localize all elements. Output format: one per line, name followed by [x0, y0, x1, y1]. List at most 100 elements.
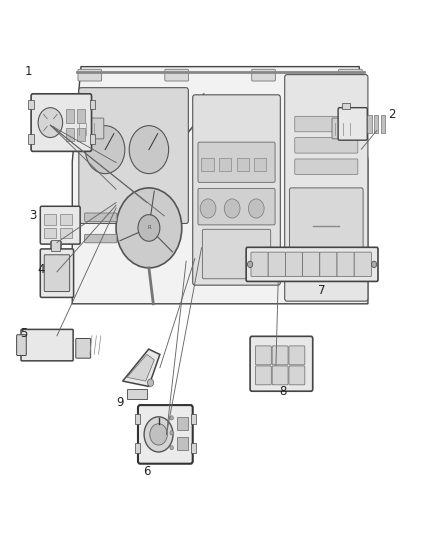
FancyBboxPatch shape — [272, 366, 288, 385]
FancyBboxPatch shape — [250, 336, 313, 391]
Text: 1: 1 — [25, 66, 32, 78]
FancyBboxPatch shape — [255, 366, 271, 385]
Circle shape — [248, 199, 264, 218]
FancyBboxPatch shape — [40, 206, 80, 244]
FancyBboxPatch shape — [246, 247, 378, 281]
FancyBboxPatch shape — [290, 188, 363, 263]
Bar — [44, 228, 56, 238]
FancyBboxPatch shape — [198, 188, 275, 225]
Text: 7: 7 — [318, 284, 326, 297]
FancyBboxPatch shape — [337, 252, 354, 277]
FancyBboxPatch shape — [354, 252, 371, 277]
Circle shape — [170, 446, 173, 450]
FancyBboxPatch shape — [21, 329, 73, 361]
FancyBboxPatch shape — [85, 235, 117, 243]
Bar — [254, 158, 266, 172]
Polygon shape — [72, 67, 368, 304]
Bar — [342, 103, 350, 109]
Text: 4: 4 — [38, 263, 46, 276]
FancyBboxPatch shape — [255, 346, 271, 365]
Bar — [51, 240, 60, 251]
Text: 3: 3 — [29, 209, 36, 222]
Bar — [191, 443, 196, 453]
Polygon shape — [127, 354, 154, 381]
Circle shape — [170, 431, 173, 435]
Circle shape — [200, 199, 216, 218]
Bar — [237, 158, 249, 172]
Text: 8: 8 — [279, 385, 286, 398]
Bar — [77, 109, 85, 123]
FancyBboxPatch shape — [198, 142, 275, 182]
Circle shape — [150, 424, 167, 445]
FancyBboxPatch shape — [79, 87, 188, 223]
Bar — [219, 158, 231, 172]
Text: R: R — [147, 225, 151, 230]
FancyBboxPatch shape — [76, 338, 91, 358]
Circle shape — [371, 261, 377, 268]
Circle shape — [116, 188, 182, 268]
Circle shape — [138, 215, 160, 241]
FancyBboxPatch shape — [17, 335, 26, 356]
FancyBboxPatch shape — [338, 108, 367, 140]
Bar — [177, 417, 188, 430]
FancyBboxPatch shape — [138, 405, 193, 464]
FancyBboxPatch shape — [295, 116, 358, 132]
Bar — [201, 158, 214, 172]
Text: 6: 6 — [143, 465, 151, 478]
Bar — [66, 109, 74, 123]
Bar — [28, 134, 34, 144]
FancyBboxPatch shape — [272, 346, 288, 365]
Bar — [127, 389, 148, 399]
Bar — [381, 115, 385, 133]
Circle shape — [170, 416, 173, 420]
Bar — [374, 115, 378, 133]
FancyBboxPatch shape — [320, 252, 337, 277]
Circle shape — [144, 417, 173, 452]
Bar — [60, 214, 72, 225]
FancyBboxPatch shape — [78, 69, 102, 81]
FancyBboxPatch shape — [40, 249, 74, 297]
Bar — [177, 437, 188, 450]
FancyBboxPatch shape — [285, 75, 368, 301]
Polygon shape — [123, 349, 160, 386]
FancyBboxPatch shape — [303, 252, 320, 277]
Bar — [50, 241, 61, 249]
Text: 5: 5 — [21, 327, 28, 340]
Circle shape — [129, 126, 169, 174]
FancyBboxPatch shape — [332, 118, 360, 139]
Bar — [66, 128, 74, 141]
Bar — [90, 100, 95, 109]
Bar — [135, 414, 140, 424]
FancyBboxPatch shape — [31, 94, 92, 151]
FancyBboxPatch shape — [289, 366, 305, 385]
Bar — [44, 214, 56, 225]
Circle shape — [247, 261, 253, 268]
FancyBboxPatch shape — [193, 95, 280, 285]
FancyBboxPatch shape — [268, 252, 286, 277]
FancyBboxPatch shape — [289, 346, 305, 365]
Circle shape — [85, 126, 125, 174]
Bar — [191, 414, 196, 424]
FancyBboxPatch shape — [165, 69, 188, 81]
Circle shape — [148, 379, 154, 386]
FancyBboxPatch shape — [85, 213, 117, 222]
Bar — [60, 228, 72, 238]
FancyBboxPatch shape — [251, 252, 268, 277]
Bar — [28, 100, 34, 109]
FancyBboxPatch shape — [202, 229, 271, 279]
Text: 9: 9 — [117, 396, 124, 409]
FancyBboxPatch shape — [76, 118, 104, 139]
FancyBboxPatch shape — [252, 69, 276, 81]
Bar — [135, 443, 140, 453]
FancyBboxPatch shape — [339, 69, 362, 81]
Circle shape — [38, 108, 63, 138]
Circle shape — [224, 199, 240, 218]
FancyBboxPatch shape — [286, 252, 303, 277]
FancyBboxPatch shape — [295, 138, 358, 153]
Text: 2: 2 — [388, 108, 396, 121]
Bar — [367, 115, 372, 133]
FancyBboxPatch shape — [295, 159, 358, 174]
FancyBboxPatch shape — [44, 255, 70, 292]
Bar — [77, 128, 85, 141]
Bar — [90, 134, 95, 144]
